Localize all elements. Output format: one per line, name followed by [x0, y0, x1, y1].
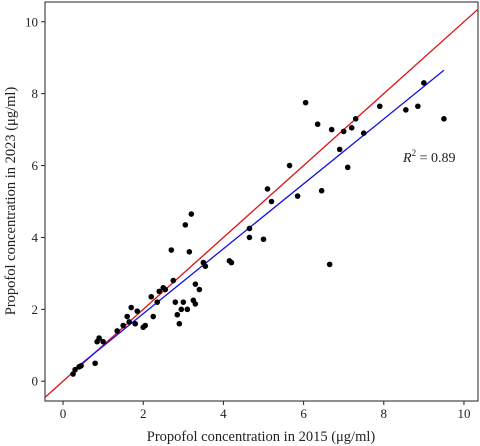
data-point: [403, 107, 409, 113]
x-tick-label: 4: [220, 406, 227, 421]
data-point: [134, 308, 141, 314]
data-point: [188, 211, 195, 217]
data-point: [336, 146, 343, 153]
data-point: [128, 304, 134, 311]
data-point: [162, 286, 169, 293]
y-axis-title: Propofol concentration in 2023 (μg/ml): [3, 87, 19, 316]
data-point: [180, 299, 187, 305]
data-point: [148, 293, 155, 300]
y-tick-label: 6: [32, 158, 39, 173]
data-point: [92, 360, 98, 367]
data-point: [70, 371, 76, 377]
data-point: [294, 193, 301, 199]
x-tick-label: 8: [381, 406, 388, 421]
data-point: [360, 130, 367, 137]
identity-line: [44, 8, 479, 398]
data-point: [182, 222, 189, 228]
data-point: [120, 322, 126, 329]
data-point: [174, 311, 181, 318]
data-point: [326, 261, 333, 268]
data-point: [126, 319, 132, 325]
data-point: [352, 116, 359, 122]
r-squared-label: R: [402, 151, 412, 166]
data-point: [196, 286, 203, 293]
regression-line: [72, 69, 445, 371]
data-point: [268, 198, 275, 205]
r-squared-superscript: 2: [412, 148, 417, 158]
data-point: [344, 164, 351, 171]
x-tick-label: 6: [300, 406, 307, 421]
data-point: [170, 277, 177, 284]
data-point: [172, 299, 179, 305]
data-point: [96, 335, 102, 341]
x-axis-title: Propofol concentration in 2015 (μg/ml): [147, 429, 376, 445]
data-point: [328, 126, 335, 133]
data-point: [156, 288, 163, 295]
y-tick-label: 0: [32, 374, 39, 389]
data-point: [348, 125, 355, 131]
data-point: [150, 313, 157, 320]
data-point: [186, 249, 193, 255]
data-point: [100, 338, 106, 345]
data-point: [264, 186, 271, 192]
data-point: [142, 322, 149, 329]
x-tick-label: 2: [140, 406, 147, 421]
y-tick-label: 8: [32, 86, 39, 101]
data-point: [124, 313, 130, 320]
chart-lines: [44, 8, 479, 398]
data-point: [168, 247, 175, 253]
data-point: [176, 320, 183, 327]
data-point: [376, 103, 383, 110]
data-point: [302, 99, 309, 106]
data-point: [72, 366, 78, 373]
data-point: [178, 306, 185, 313]
data-points: [70, 80, 447, 377]
y-tick-label: 10: [25, 14, 38, 29]
data-point: [202, 263, 209, 270]
plot-frame: [44, 1, 479, 402]
y-tick-label: 4: [32, 230, 39, 245]
data-point: [286, 162, 293, 169]
data-point: [318, 187, 325, 194]
data-point: [421, 80, 427, 86]
data-point: [246, 234, 253, 241]
y-tick-label: 2: [32, 302, 39, 317]
axis-ticks: 0 2 4 6 8 10 0 2 4 6 8 10: [25, 14, 470, 421]
data-point: [184, 306, 191, 313]
data-point: [78, 362, 84, 369]
x-tick-label: 0: [60, 406, 67, 421]
data-point: [415, 103, 421, 110]
data-point: [192, 301, 199, 307]
x-tick-label: 10: [457, 406, 470, 421]
data-point: [228, 259, 235, 266]
r-squared-annotation: R2 = 0.89: [402, 148, 455, 166]
data-point: [114, 328, 120, 334]
data-point: [192, 281, 199, 287]
data-point: [314, 121, 321, 128]
data-point: [441, 116, 447, 122]
data-point: [154, 299, 161, 305]
data-point: [132, 320, 139, 327]
data-point: [246, 225, 253, 232]
data-point: [340, 128, 347, 135]
data-point: [260, 236, 267, 243]
r-squared-value: = 0.89: [416, 151, 455, 166]
